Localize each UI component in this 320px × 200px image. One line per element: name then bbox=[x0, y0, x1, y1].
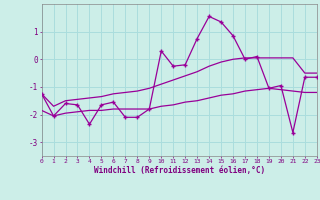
X-axis label: Windchill (Refroidissement éolien,°C): Windchill (Refroidissement éolien,°C) bbox=[94, 166, 265, 175]
